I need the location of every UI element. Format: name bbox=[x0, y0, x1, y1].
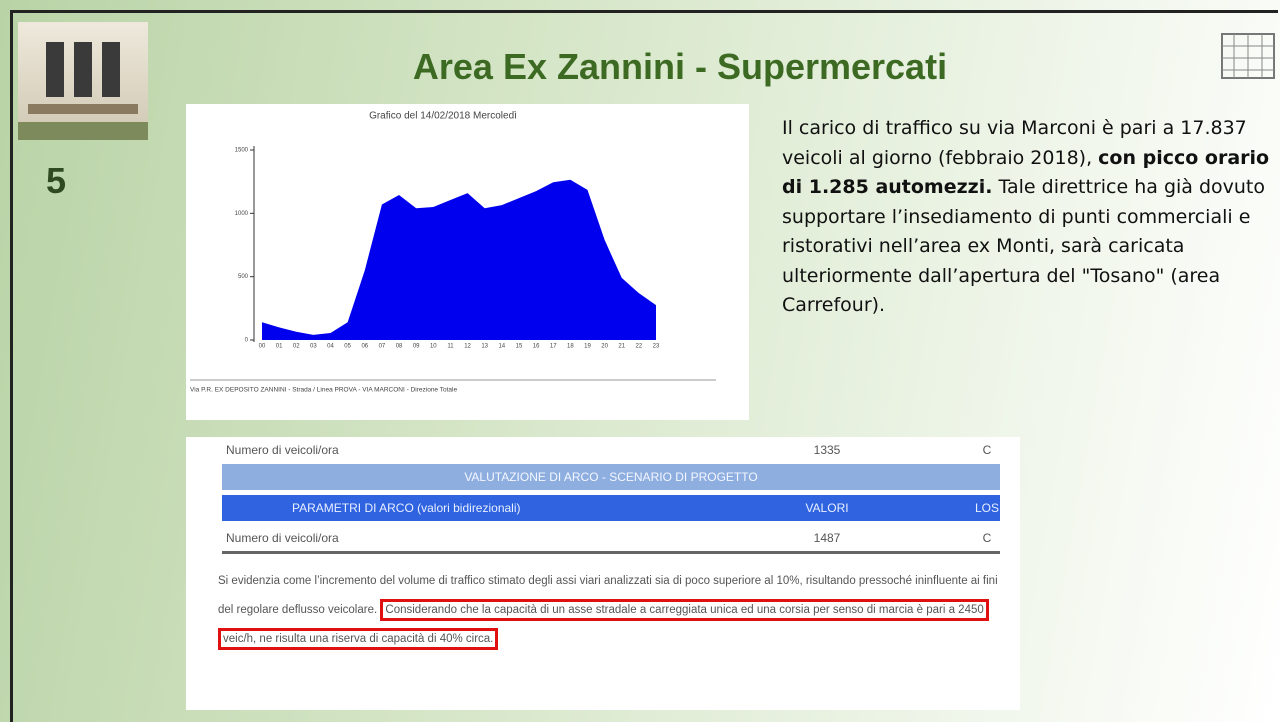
cell: 1335 bbox=[762, 437, 892, 463]
cell: Numero di veicoli/ora bbox=[226, 525, 339, 551]
x-tick-label: 17 bbox=[550, 344, 557, 350]
y-tick-label: 1000 bbox=[235, 211, 249, 217]
x-tick-label: 08 bbox=[396, 344, 403, 350]
x-tick-label: 20 bbox=[601, 344, 608, 350]
y-tick-label: 0 bbox=[245, 338, 249, 344]
header-cell: PARAMETRI DI ARCO (valori bidirezionali) bbox=[292, 495, 521, 521]
logo bbox=[1218, 24, 1278, 94]
cell: C bbox=[952, 525, 1022, 551]
x-tick-label: 01 bbox=[276, 344, 283, 350]
x-tick-label: 21 bbox=[618, 344, 625, 350]
y-tick-label: 500 bbox=[238, 274, 249, 280]
y-tick-label: 1500 bbox=[235, 148, 249, 154]
x-tick-label: 07 bbox=[379, 344, 386, 350]
x-tick-label: 10 bbox=[430, 344, 437, 350]
x-tick-label: 09 bbox=[413, 344, 420, 350]
x-tick-label: 15 bbox=[516, 344, 523, 350]
x-tick-label: 19 bbox=[584, 344, 591, 350]
building-photo bbox=[18, 22, 148, 140]
cell: 1487 bbox=[762, 525, 892, 551]
x-tick-label: 23 bbox=[653, 344, 660, 350]
header-cell: LOS bbox=[952, 495, 1022, 521]
header-cell: VALORI bbox=[762, 495, 892, 521]
x-tick-label: 02 bbox=[293, 344, 300, 350]
cell: Numero di veicoli/ora bbox=[226, 437, 339, 463]
x-tick-label: 00 bbox=[259, 344, 266, 350]
section-title: VALUTAZIONE DI ARCO - SCENARIO DI PROGET… bbox=[464, 470, 757, 484]
x-tick-label: 12 bbox=[464, 344, 471, 350]
chart-footer: Via P.R. EX DEPOSITO ZANNINI - Strada / … bbox=[190, 387, 457, 394]
header-row: PARAMETRI DI ARCO (valori bidirezionali)… bbox=[222, 495, 1000, 521]
photo-art bbox=[18, 22, 148, 140]
slide: Area Ex Zannini - Supermercati 5 Grafico… bbox=[0, 0, 1280, 722]
slide-number: 5 bbox=[46, 160, 66, 202]
section-row: VALUTAZIONE DI ARCO - SCENARIO DI PROGET… bbox=[222, 464, 1000, 490]
description: Il carico di traffico su via Marconi è p… bbox=[782, 114, 1278, 321]
chart-title: Grafico del 14/02/2018 Mercoledì bbox=[369, 111, 517, 122]
x-tick-label: 04 bbox=[327, 344, 334, 350]
cell: C bbox=[952, 437, 1022, 463]
x-tick-label: 22 bbox=[636, 344, 643, 350]
note: Si evidenzia come l’incremento del volum… bbox=[218, 567, 1008, 654]
x-tick-label: 16 bbox=[533, 344, 540, 350]
x-tick-label: 11 bbox=[447, 344, 454, 350]
table-panel: Numero di veicoli/ora 1335 C VALUTAZIONE D… bbox=[186, 437, 1020, 710]
x-tick-label: 03 bbox=[310, 344, 317, 350]
x-tick-label: 05 bbox=[344, 344, 351, 350]
chart: Grafico del 14/02/2018 Mercoledì Via P.R… bbox=[186, 104, 749, 420]
x-tick-label: 06 bbox=[361, 344, 368, 350]
logo-art bbox=[1218, 24, 1278, 94]
slide-title: Area Ex Zannini - Supermercati bbox=[300, 46, 1060, 88]
area bbox=[262, 180, 656, 340]
x-tick-label: 18 bbox=[567, 344, 574, 350]
x-tick-label: 13 bbox=[481, 344, 488, 350]
x-tick-label: 14 bbox=[498, 344, 505, 350]
